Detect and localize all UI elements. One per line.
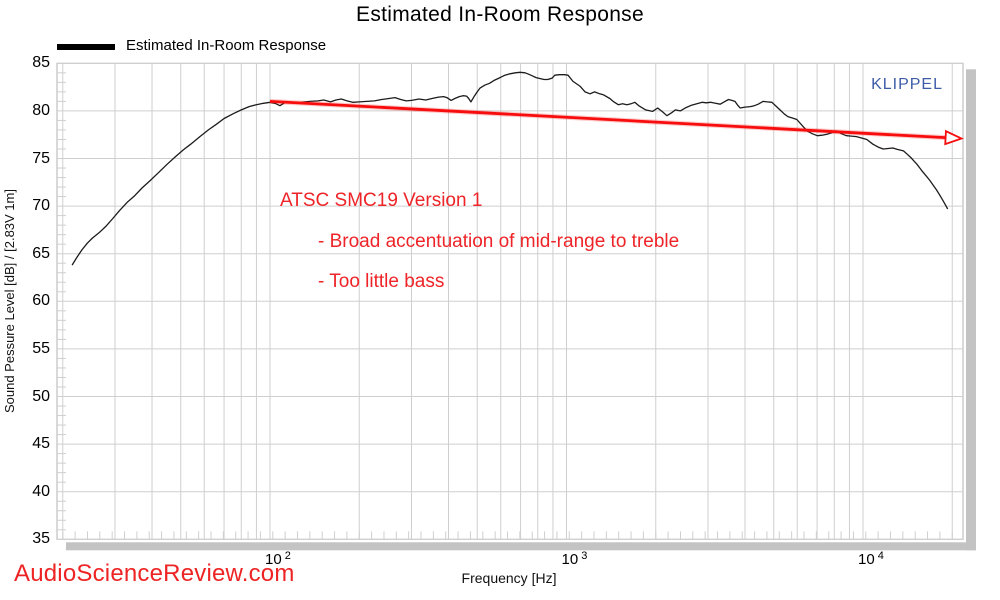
y-tick-label: 75 <box>32 149 50 167</box>
annotation-note-bass: - Too little bass <box>318 271 445 292</box>
y-tick-label: 70 <box>32 197 50 215</box>
response-curve <box>71 71 949 266</box>
plot-shadow-right <box>966 69 976 551</box>
plot-shadow-bottom <box>66 542 976 551</box>
x-tick-label: 10 2 <box>265 550 291 568</box>
y-tick-label: 85 <box>32 54 50 72</box>
y-tick-label: 60 <box>32 292 50 310</box>
legend-label: Estimated In-Room Response <box>126 37 327 54</box>
legend-line-swatch <box>57 44 115 50</box>
x-tick-label: 10 4 <box>858 550 884 568</box>
trend-arrow-head <box>944 129 964 146</box>
klippel-watermark: KLIPPEL <box>871 76 943 93</box>
y-tick-label: 55 <box>32 339 50 357</box>
x-axis-title: Frequency [Hz] <box>461 570 557 586</box>
annotation-model-name: ATSC SMC19 Version 1 <box>280 190 483 211</box>
annotation-note-midrange: - Broad accentuation of mid-range to tre… <box>318 231 680 252</box>
trend-arrow-line <box>269 99 946 140</box>
chart-title: Estimated In-Room Response <box>356 3 644 26</box>
y-tick-label: 50 <box>32 387 50 405</box>
x-tick-label: 10 3 <box>561 550 588 568</box>
y-tick-label: 45 <box>32 435 50 453</box>
y-tick-label: 80 <box>32 101 50 119</box>
y-tick-label: 65 <box>32 244 50 262</box>
y-tick-label: 35 <box>32 530 50 548</box>
asr-logo: AudioScienceReview.com <box>14 560 295 587</box>
y-tick-label: 40 <box>32 482 50 500</box>
